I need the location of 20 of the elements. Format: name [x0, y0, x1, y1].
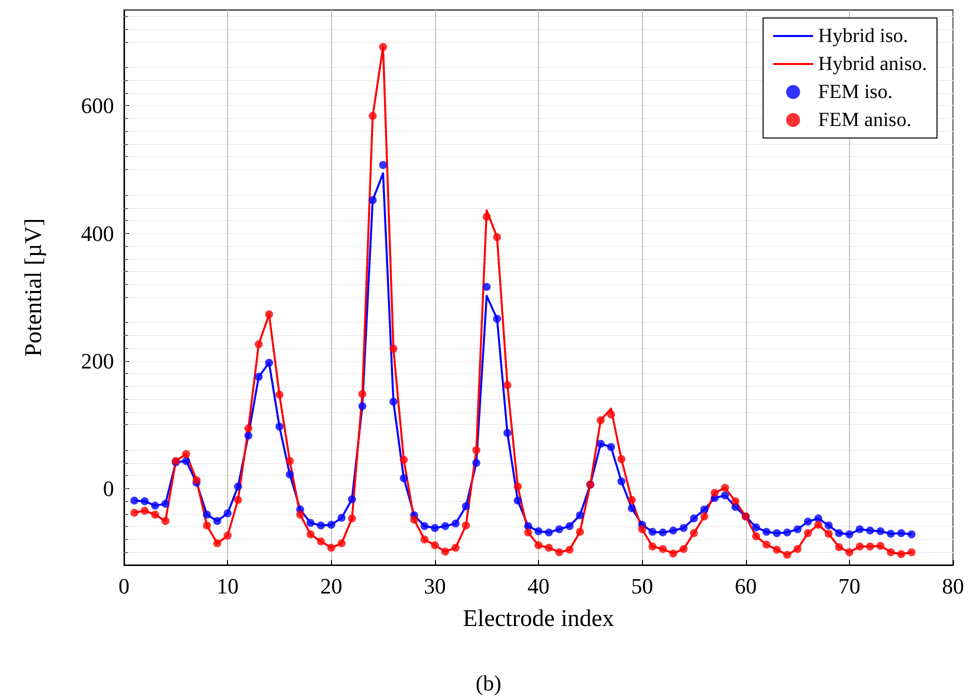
text: (b): [476, 670, 502, 696]
x-tick-label: 20: [320, 574, 342, 598]
legend-label: Hybrid aniso.: [818, 53, 928, 75]
x-axis-title: Electrode index: [462, 606, 614, 632]
x-tick-label: 40: [528, 574, 550, 598]
x-tick-label: 30: [424, 574, 446, 598]
x-tick-label: 80: [942, 574, 964, 598]
x-tick-label: 10: [216, 574, 239, 598]
y-tick-label: 600: [81, 93, 114, 118]
y-axis-title: Potential [µV]: [21, 218, 47, 357]
y-tick-label: 400: [81, 220, 114, 246]
legend-label: Hybrid iso.: [818, 25, 908, 47]
x-tick-label: 70: [838, 574, 860, 598]
y-tick-label: 0: [103, 476, 114, 501]
y-tick-label: 200: [81, 348, 114, 374]
x-tick-label: 0: [118, 574, 130, 598]
legend-label: FEM aniso.: [818, 109, 912, 131]
legend-label: FEM iso.: [818, 81, 893, 103]
x-tick-label: 60: [734, 574, 757, 598]
x-tick-label: 50: [631, 574, 654, 598]
